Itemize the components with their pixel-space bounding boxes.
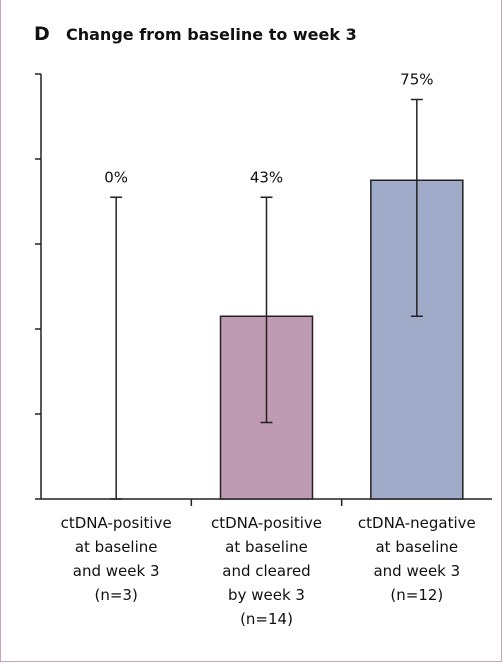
chart-title: Change from baseline to week 3	[66, 25, 357, 44]
category-label-2-line-2: and week 3	[373, 562, 460, 580]
value-label-0: 0%	[104, 168, 128, 186]
category-label-2-line-1: at baseline	[375, 538, 458, 556]
category-label-1-line-1: at baseline	[225, 538, 308, 556]
bars: 0% 43% 75%	[104, 71, 464, 500]
category-label-0-line-0: ctDNA-positive	[61, 514, 172, 532]
category-label-0-line-3: (n=3)	[95, 586, 138, 604]
panel-letter: D	[34, 23, 50, 45]
value-label-1: 43%	[250, 168, 283, 186]
category-label-2-line-3: (n=12)	[390, 586, 443, 604]
category-label-0-line-2: and week 3	[73, 562, 160, 580]
category-label-1-line-4: (n=14)	[240, 610, 293, 628]
category-label-1-line-3: by week 3	[228, 586, 305, 604]
category-label-1-line-2: and cleared	[222, 562, 310, 580]
category-label-0-line-1: at baseline	[75, 538, 158, 556]
category-label-1-line-0: ctDNA-positive	[211, 514, 322, 532]
category-label-2-line-0: ctDNA-negative	[358, 514, 476, 532]
value-label-2: 75%	[400, 71, 433, 89]
category-labels: ctDNA-positive at baseline and week 3 (n=3)…	[61, 514, 476, 628]
